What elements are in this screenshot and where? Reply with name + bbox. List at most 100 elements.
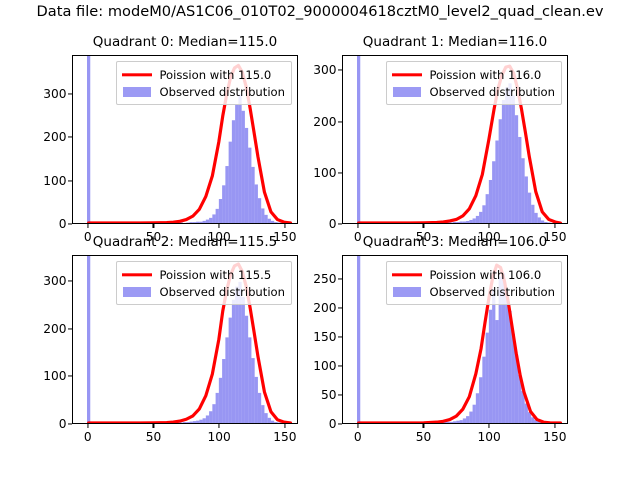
subplot-quadrant-0: Quadrant 0: Median=115.0 Poission with 1… <box>43 34 298 244</box>
y-tick-label: 200 <box>313 301 337 316</box>
x-tick-label: 50 <box>145 229 162 244</box>
y-tick-label: 0 <box>328 217 337 231</box>
legend-patch-swatch-icon <box>122 85 152 99</box>
y-tick-mark <box>338 223 342 225</box>
legend-entry: Observed distribution <box>392 283 555 300</box>
legend-patch-swatch-icon <box>392 285 422 299</box>
y-tick-mark <box>338 394 342 396</box>
x-tick-label: 0 <box>353 429 362 444</box>
x-tick-label: 0 <box>353 229 362 244</box>
poisson-fit-curve <box>357 64 563 223</box>
zero-bin-spike <box>357 256 361 423</box>
legend-patch-swatch-icon <box>122 285 152 299</box>
subplot-title-quadrant-0: Quadrant 0: Median=115.0 <box>92 34 278 50</box>
x-tick-mark <box>357 224 359 228</box>
x-tick-mark <box>152 224 154 228</box>
subplot-title-quadrant-3: Quadrant 3: Median=106.0 <box>362 234 548 250</box>
legend-line-swatch-icon <box>392 268 422 282</box>
figure-suptitle: Data file: modeM0/AS1C06_010T02_90000046… <box>36 3 604 20</box>
x-tick-mark <box>284 224 286 228</box>
x-tick-mark <box>422 424 424 428</box>
plot-canvas-quadrant-0 <box>87 56 293 223</box>
y-tick-mark <box>338 423 342 425</box>
y-tick-label: 200 <box>43 130 67 145</box>
legend-entry: Poission with 115.0 <box>122 66 285 83</box>
x-tick-label: 0 <box>83 229 92 244</box>
legend-label: Poission with 106.0 <box>429 267 542 282</box>
legend-quadrant-2: Poission with 115.5 Observed distributio… <box>116 261 292 305</box>
zero-bin-spike <box>357 56 361 223</box>
x-tick-label: 100 <box>207 429 231 444</box>
y-tick-mark <box>338 172 342 174</box>
y-tick-label: 100 <box>43 173 67 188</box>
plot-area-quadrant-3: Poission with 106.0 Observed distributio… <box>342 255 568 424</box>
x-tick-mark <box>488 224 490 228</box>
y-tick-label: 200 <box>313 114 337 129</box>
poisson-fit-curve <box>87 63 293 223</box>
y-tick-label: 100 <box>43 369 67 384</box>
y-tick-mark <box>338 307 342 309</box>
plot-area-quadrant-1: Poission with 116.0 Observed distributio… <box>342 55 568 224</box>
subplot-title-quadrant-1: Quadrant 1: Median=116.0 <box>362 34 548 50</box>
x-tick-mark <box>554 224 556 228</box>
subplot-quadrant-1: Quadrant 1: Median=116.0 Poission with 1… <box>313 34 568 244</box>
plot-area-quadrant-0: Poission with 115.0 Observed distributio… <box>72 55 298 224</box>
x-tick-label: 0 <box>83 429 92 444</box>
x-tick-mark <box>87 424 89 428</box>
legend-label: Observed distribution <box>429 84 555 99</box>
y-tick-mark <box>338 69 342 71</box>
x-tick-mark <box>87 224 89 228</box>
legend-patch-swatch-icon <box>392 85 422 99</box>
y-tick-label: 250 <box>313 272 337 287</box>
x-tick-label: 50 <box>415 229 432 244</box>
y-tick-mark <box>68 180 72 182</box>
x-tick-label: 150 <box>273 429 297 444</box>
x-tick-mark <box>422 224 424 228</box>
legend-entry: Poission with 115.5 <box>122 266 285 283</box>
y-tick-label: 150 <box>313 330 337 345</box>
legend-label: Observed distribution <box>159 284 285 299</box>
y-tick-mark <box>68 223 72 225</box>
zero-bin-spike <box>87 256 91 423</box>
y-tick-mark <box>68 136 72 138</box>
subplot-quadrant-2: Quadrant 2: Median=115.5 Poission with 1… <box>43 234 298 444</box>
x-tick-mark <box>152 424 154 428</box>
y-tick-label: 300 <box>313 63 337 78</box>
y-tick-mark <box>338 121 342 123</box>
histogram-bars <box>436 83 551 223</box>
legend-entry: Poission with 106.0 <box>392 266 555 283</box>
x-tick-label: 50 <box>415 429 432 444</box>
legend-label: Observed distribution <box>429 284 555 299</box>
y-tick-label: 0 <box>58 217 67 231</box>
histogram-bars <box>166 281 281 423</box>
plot-canvas-quadrant-2 <box>87 256 293 423</box>
y-tick-mark <box>338 336 342 338</box>
plot-area-quadrant-2: Poission with 115.5 Observed distributio… <box>72 255 298 424</box>
legend-entry: Observed distribution <box>122 83 285 100</box>
zero-bin-spike <box>87 56 91 223</box>
legend-line-swatch-icon <box>122 268 152 282</box>
x-tick-mark <box>284 424 286 428</box>
y-tick-label: 300 <box>43 87 67 101</box>
y-tick-label: 300 <box>43 274 67 289</box>
x-tick-mark <box>357 424 359 428</box>
y-tick-mark <box>338 278 342 280</box>
y-tick-label: 0 <box>58 417 67 431</box>
histogram-bars <box>430 273 548 423</box>
x-tick-label: 100 <box>477 429 501 444</box>
y-tick-mark <box>68 328 72 330</box>
legend-quadrant-3: Poission with 106.0 Observed distributio… <box>386 261 562 305</box>
subplot-quadrant-3: Quadrant 3: Median=106.0 Poission with 1… <box>313 234 568 444</box>
legend-label: Poission with 115.0 <box>159 67 272 82</box>
x-tick-label: 150 <box>543 429 567 444</box>
y-tick-label: 0 <box>328 417 337 431</box>
y-tick-mark <box>68 375 72 377</box>
legend-label: Poission with 116.0 <box>429 67 542 82</box>
legend-label: Poission with 115.5 <box>159 267 272 282</box>
y-tick-label: 100 <box>313 165 337 180</box>
x-tick-label: 50 <box>145 429 162 444</box>
legend-entry: Observed distribution <box>392 83 555 100</box>
y-tick-label: 100 <box>313 359 337 374</box>
y-tick-label: 50 <box>320 388 337 403</box>
